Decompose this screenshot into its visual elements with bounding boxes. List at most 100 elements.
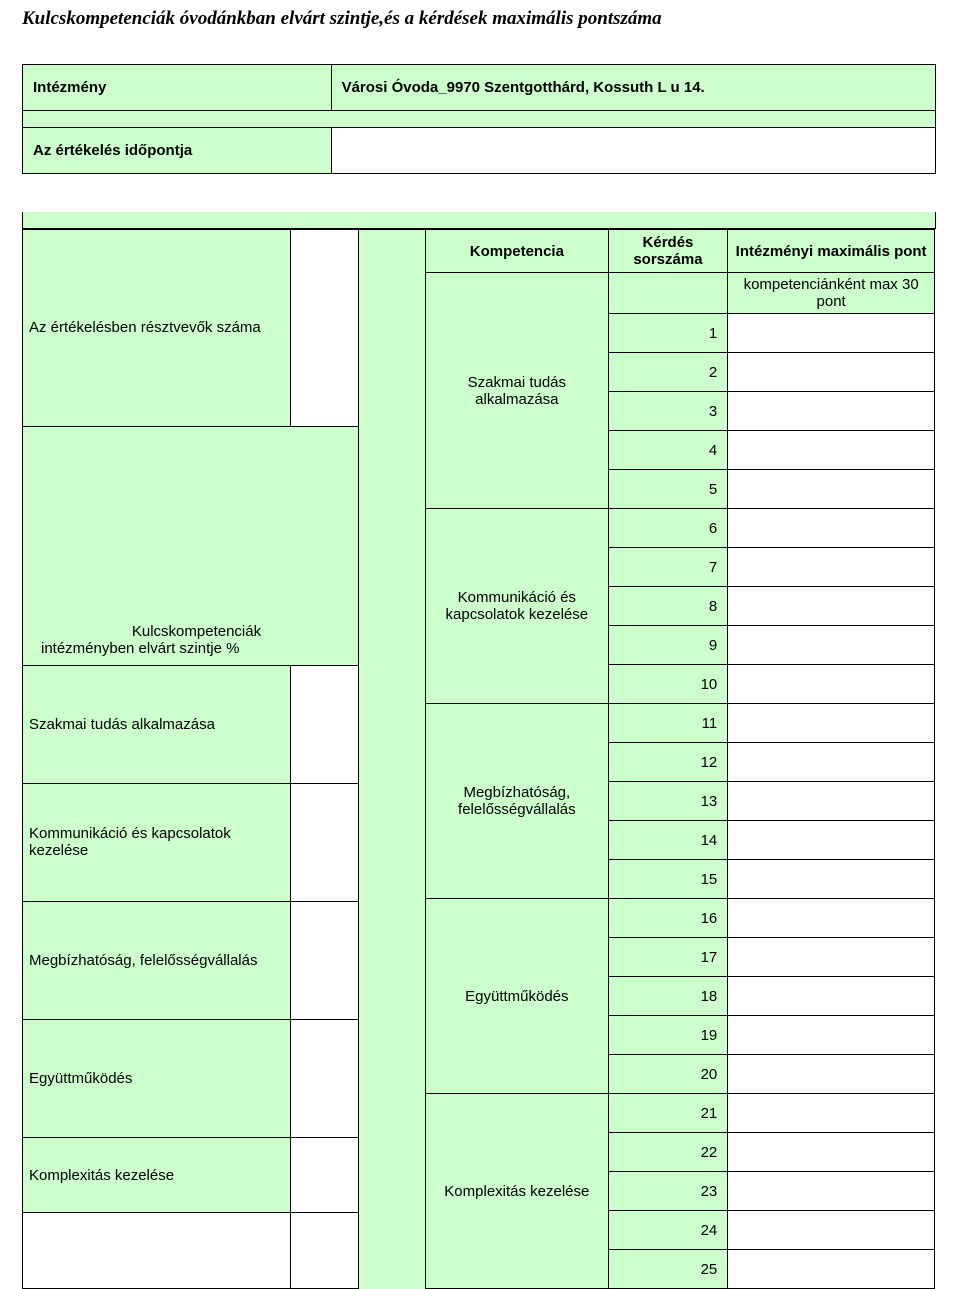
left-row-blank xyxy=(23,1213,359,1289)
note-row: Szakmai tudás alkalmazásakompetenciánkén… xyxy=(426,273,935,314)
question-number: 6 xyxy=(608,509,728,548)
competency-group: Komplexitás kezelése xyxy=(426,1094,609,1289)
spacer-column xyxy=(359,229,425,1289)
separator-row xyxy=(23,111,936,128)
table-row: Komplexitás kezelése21 xyxy=(426,1094,935,1133)
institution-value: Városi Óvoda_9970 Szentgotthárd, Kossuth… xyxy=(331,65,935,111)
max-point-cell xyxy=(728,470,935,509)
max-point-cell xyxy=(728,587,935,626)
max-point-cell xyxy=(728,977,935,1016)
question-number: 10 xyxy=(608,665,728,704)
question-number: 7 xyxy=(608,548,728,587)
question-number: 24 xyxy=(608,1211,728,1250)
question-number: 12 xyxy=(608,743,728,782)
table-row: Megbízhatóság, felelősségvállalás11 xyxy=(426,704,935,743)
question-number: 3 xyxy=(608,392,728,431)
max-point-cell xyxy=(728,1016,935,1055)
question-number: 4 xyxy=(608,431,728,470)
max-point-cell xyxy=(728,626,935,665)
question-number: 22 xyxy=(608,1133,728,1172)
max-point-cell xyxy=(728,704,935,743)
max-point-cell xyxy=(728,938,935,977)
competency-level-label-line2: intézményben elvárt szintje % xyxy=(41,640,352,657)
page: Kulcskompetenciák óvodánkban elvárt szin… xyxy=(0,0,960,1289)
competency-group: Együttműködés xyxy=(426,899,609,1094)
competency-level-label: Kulcskompetenciák intézményben elvárt sz… xyxy=(23,426,359,665)
left-row-label: Komplexitás kezelése xyxy=(23,1137,291,1213)
question-number: 17 xyxy=(608,938,728,977)
competency-group: Szakmai tudás alkalmazása xyxy=(426,273,609,509)
question-number: 5 xyxy=(608,470,728,509)
left-row-label: Megbízhatóság, felelősségvállalás xyxy=(23,901,291,1019)
table-row: Együttműködés16 xyxy=(426,899,935,938)
max-point-cell xyxy=(728,1055,935,1094)
max-point-cell xyxy=(728,1211,935,1250)
left-row: Komplexitás kezelése xyxy=(23,1137,359,1213)
left-blank-value xyxy=(290,1213,358,1289)
left-header-row-1: Az értékelésben résztvevők száma xyxy=(23,230,359,427)
question-number: 11 xyxy=(608,704,728,743)
left-row-value xyxy=(290,1019,358,1137)
max-point-cell xyxy=(728,1094,935,1133)
question-number: 18 xyxy=(608,977,728,1016)
max-point-cell xyxy=(728,353,935,392)
date-label: Az értékelés időpontja xyxy=(23,128,332,174)
institution-label: Intézmény xyxy=(23,65,332,111)
main-layout: Az értékelésben résztvevők száma Kulcsko… xyxy=(22,229,938,1289)
question-number: 8 xyxy=(608,587,728,626)
competency-group: Kommunikáció és kapcsolatok kezelése xyxy=(426,509,609,704)
question-number: 15 xyxy=(608,860,728,899)
max-point-cell xyxy=(728,1250,935,1289)
max-point-cell xyxy=(728,548,935,587)
max-point-cell xyxy=(728,743,935,782)
info-table: Intézmény Városi Óvoda_9970 Szentgotthár… xyxy=(22,64,936,174)
question-number: 19 xyxy=(608,1016,728,1055)
competency-group: Megbízhatóság, felelősségvállalás xyxy=(426,704,609,899)
green-bar xyxy=(22,212,936,229)
note-spacer xyxy=(608,273,728,314)
left-row-value xyxy=(290,1137,358,1213)
question-number: 14 xyxy=(608,821,728,860)
question-number: 20 xyxy=(608,1055,728,1094)
participants-label: Az értékelésben résztvevők száma xyxy=(23,230,291,427)
right-table: Kompetencia Kérdés sorszáma Intézményi m… xyxy=(425,229,935,1289)
note-cell: kompetenciánként max 30 pont xyxy=(728,273,935,314)
question-number: 16 xyxy=(608,899,728,938)
left-row-value xyxy=(290,783,358,901)
max-point-cell xyxy=(728,314,935,353)
max-points-header: Intézményi maximális pont xyxy=(728,230,935,273)
separator-cell xyxy=(23,111,936,128)
right-header-row: Kompetencia Kérdés sorszáma Intézményi m… xyxy=(426,230,935,273)
max-point-cell xyxy=(728,665,935,704)
question-number: 25 xyxy=(608,1250,728,1289)
max-point-cell xyxy=(728,1133,935,1172)
question-number: 21 xyxy=(608,1094,728,1133)
question-number: 13 xyxy=(608,782,728,821)
question-number: 23 xyxy=(608,1172,728,1211)
page-title: Kulcskompetenciák óvodánkban elvárt szin… xyxy=(22,8,938,30)
left-row-value xyxy=(290,665,358,783)
date-row: Az értékelés időpontja xyxy=(23,128,936,174)
left-row-value xyxy=(290,901,358,1019)
left-row: Kommunikáció és kapcsolatok kezelése xyxy=(23,783,359,901)
left-row: Megbízhatóság, felelősségvállalás xyxy=(23,901,359,1019)
max-point-cell xyxy=(728,431,935,470)
institution-row: Intézmény Városi Óvoda_9970 Szentgotthár… xyxy=(23,65,936,111)
question-number: 2 xyxy=(608,353,728,392)
left-header-row-2: Kulcskompetenciák intézményben elvárt sz… xyxy=(23,426,359,665)
max-point-cell xyxy=(728,860,935,899)
competency-header: Kompetencia xyxy=(426,230,609,273)
question-number-header: Kérdés sorszáma xyxy=(608,230,728,273)
left-row-label: Együttműködés xyxy=(23,1019,291,1137)
max-point-cell xyxy=(728,821,935,860)
date-value xyxy=(331,128,935,174)
participants-value xyxy=(290,230,358,427)
max-point-cell xyxy=(728,782,935,821)
table-row: Kommunikáció és kapcsolatok kezelése6 xyxy=(426,509,935,548)
max-point-cell xyxy=(728,899,935,938)
left-blank-label xyxy=(23,1213,291,1289)
question-number: 1 xyxy=(608,314,728,353)
competency-level-label-line1: Kulcskompetenciák xyxy=(41,623,352,640)
left-row: Együttműködés xyxy=(23,1019,359,1137)
max-point-cell xyxy=(728,1172,935,1211)
